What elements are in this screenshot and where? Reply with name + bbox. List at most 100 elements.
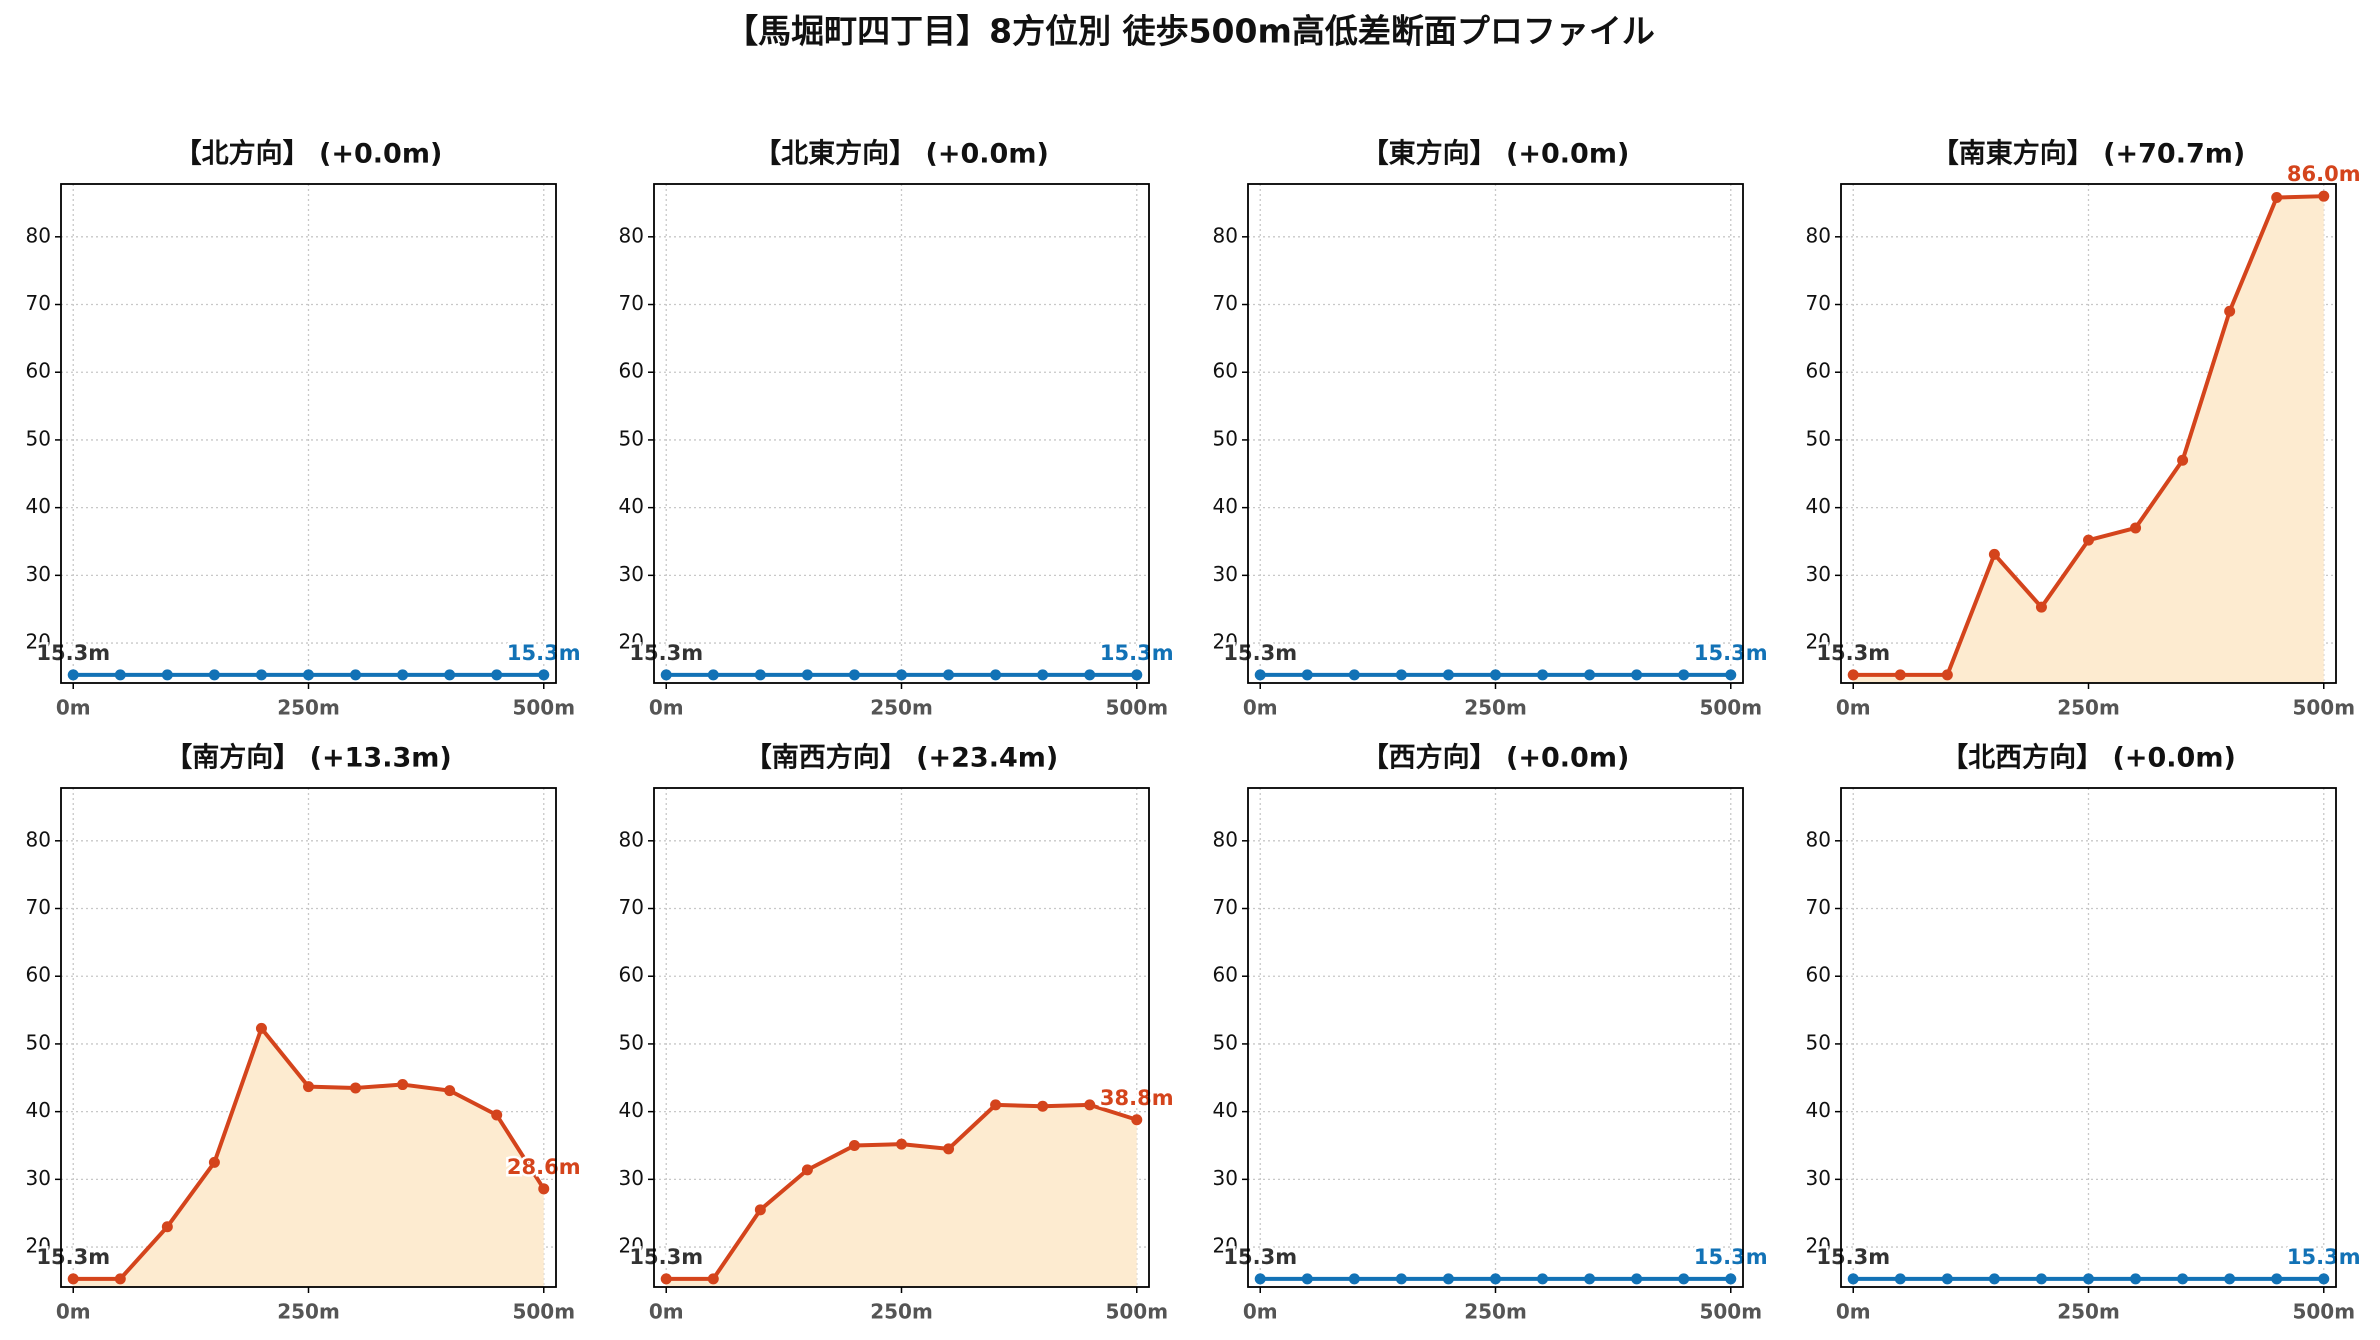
subplot-title: 【北西方向】 (+0.0m) (1941, 742, 2236, 774)
point (208, 1156, 220, 1168)
point (707, 669, 719, 681)
subplot-title: 【東方向】 (+0.0m) (1362, 138, 1630, 170)
point (943, 1143, 955, 1155)
point (2083, 534, 2094, 546)
data-label: 38.8m (1100, 1086, 1174, 1110)
point (1037, 669, 1049, 681)
point (255, 669, 267, 681)
point (1490, 669, 1501, 681)
point (660, 1273, 672, 1285)
axes-frame (60, 787, 557, 1288)
axes-frame (653, 183, 1150, 684)
point (350, 669, 362, 681)
figure-title: 【馬堀町四丁目】8方位別 徒歩500m高低差断面プロファイル (725, 12, 1655, 51)
point (2035, 601, 2047, 613)
y-tick-label: 40 (1213, 494, 1238, 518)
y-tick-label: 30 (1213, 562, 1238, 586)
point (1584, 1273, 1596, 1285)
y-tick-label: 50 (619, 1030, 644, 1054)
point (161, 669, 173, 681)
subplot-title: 【南方向】 (+13.3m) (165, 742, 451, 774)
point (2083, 1273, 2094, 1285)
y-tick-label: 20 (26, 630, 51, 654)
x-tick-label: 250m (1464, 1300, 1527, 1324)
point (491, 669, 503, 681)
y-tick-label: 20 (1806, 630, 1831, 654)
y-tick-label: 20 (1213, 630, 1238, 654)
point (1348, 1273, 1360, 1285)
y-tick-label: 40 (26, 494, 51, 518)
point (1988, 1273, 2000, 1285)
area (1853, 196, 2324, 683)
point (1941, 669, 1953, 681)
x-tick-label: 0m (56, 1300, 91, 1324)
point (2177, 454, 2189, 466)
y-tick-label: 50 (26, 1030, 51, 1054)
y-tick-label: 60 (26, 963, 51, 987)
y-tick-label: 20 (1806, 1234, 1831, 1258)
point (1537, 1273, 1549, 1285)
x-tick-label: 250m (1464, 696, 1527, 720)
y-tick-label: 60 (1806, 963, 1831, 987)
y-tick-label: 40 (1806, 494, 1831, 518)
data-label: 15.3m (507, 641, 581, 665)
point (1084, 669, 1096, 681)
point (538, 1183, 550, 1195)
point (896, 669, 907, 681)
y-tick-label: 60 (26, 359, 51, 383)
subplot-title: 【南西方向】 (+23.4m) (745, 742, 1058, 774)
point (1442, 669, 1454, 681)
point (2224, 1273, 2236, 1285)
y-tick-label: 60 (619, 963, 644, 987)
y-tick-label: 40 (1806, 1098, 1831, 1122)
point (303, 1081, 314, 1093)
y-tick-label: 30 (1806, 562, 1831, 586)
y-tick-label: 80 (619, 827, 644, 851)
point (444, 669, 456, 681)
y-tick-label: 30 (619, 562, 644, 586)
data-label: 15.3m (1223, 1245, 1297, 1269)
y-tick-label: 50 (1806, 426, 1831, 450)
data-label: 15.3m (1694, 641, 1768, 665)
data-label: 15.3m (629, 641, 703, 665)
point (1941, 1273, 1953, 1285)
x-tick-label: 500m (1699, 1300, 1762, 1324)
point (1847, 669, 1859, 681)
point (1395, 669, 1407, 681)
point (1631, 1273, 1643, 1285)
y-tick-label: 80 (1806, 827, 1831, 851)
point (754, 1204, 766, 1216)
y-tick-label: 20 (619, 630, 644, 654)
y-tick-label: 70 (619, 895, 644, 919)
point (114, 1273, 126, 1285)
y-tick-label: 70 (1806, 895, 1831, 919)
point (2318, 190, 2330, 202)
y-tick-label: 40 (1213, 1098, 1238, 1122)
point (1348, 669, 1360, 681)
point (1084, 1099, 1096, 1111)
point (754, 669, 766, 681)
y-tick-label: 50 (1213, 1030, 1238, 1054)
y-tick-label: 20 (26, 1234, 51, 1258)
point (444, 1085, 456, 1097)
x-tick-label: 250m (870, 696, 933, 720)
point (1847, 1273, 1859, 1285)
y-tick-label: 70 (26, 895, 51, 919)
x-tick-label: 500m (2292, 1300, 2355, 1324)
point (990, 1099, 1002, 1111)
subplot-title: 【北東方向】 (+0.0m) (754, 138, 1049, 170)
point (1442, 1273, 1454, 1285)
point (1678, 669, 1690, 681)
x-tick-label: 0m (649, 1300, 684, 1324)
y-tick-label: 70 (1213, 291, 1238, 315)
point (1894, 1273, 1906, 1285)
data-label: 15.3m (1816, 641, 1890, 665)
x-tick-label: 250m (870, 1300, 933, 1324)
x-tick-label: 0m (1243, 1300, 1278, 1324)
point (1490, 1273, 1501, 1285)
point (1988, 548, 2000, 560)
point (303, 669, 314, 681)
x-tick-label: 0m (1836, 1300, 1871, 1324)
x-tick-label: 250m (2057, 1300, 2120, 1324)
point (1631, 669, 1643, 681)
